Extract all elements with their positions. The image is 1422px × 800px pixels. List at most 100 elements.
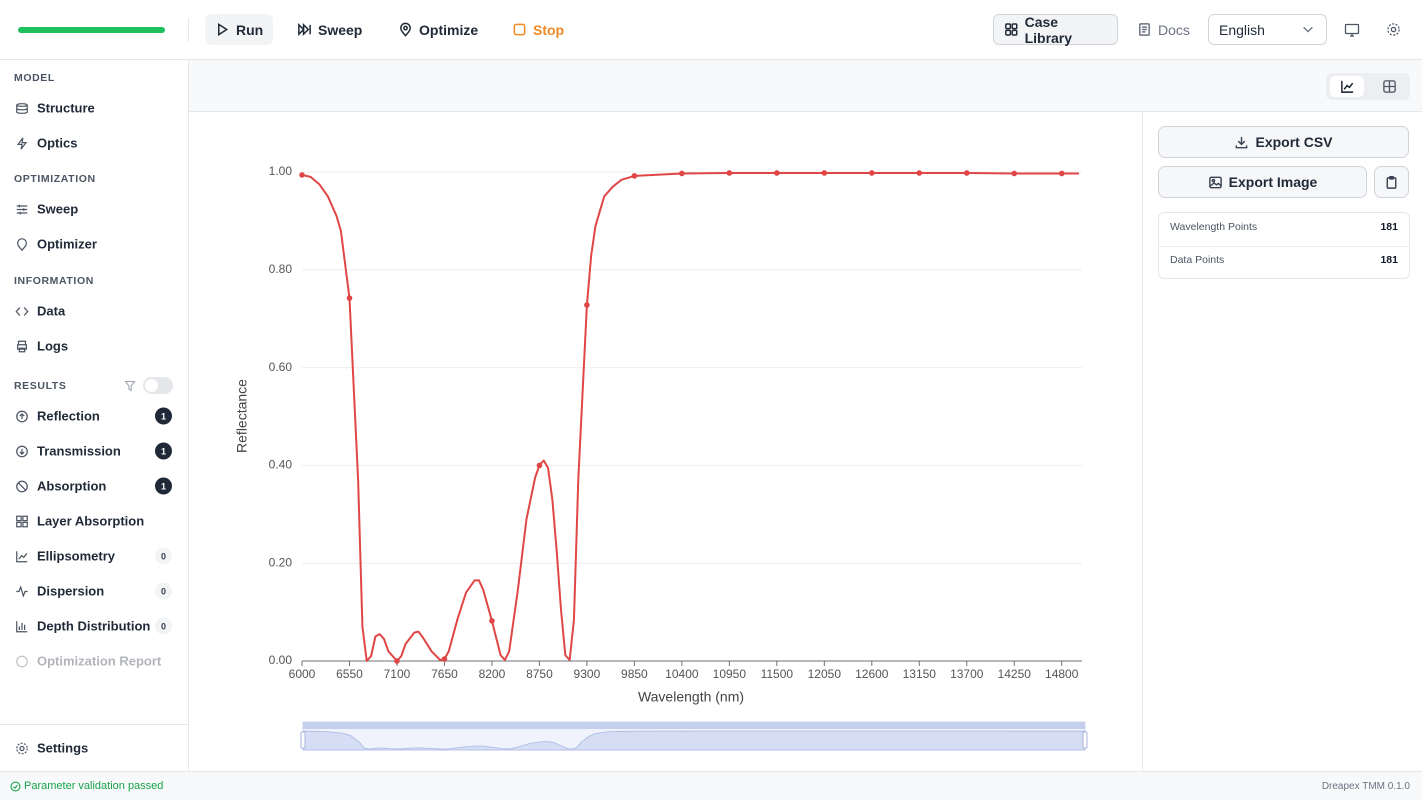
icon-path xyxy=(16,655,28,667)
view-toggle xyxy=(1326,73,1410,100)
icon-path xyxy=(16,410,28,422)
sidebar: MODEL Structure Optics OPTIMIZATION Sweep Opt… xyxy=(0,60,189,771)
separator xyxy=(188,18,189,42)
nav-icon xyxy=(16,584,28,598)
nav-item[interactable]: Data xyxy=(15,304,65,319)
nav-item[interactable]: Optics xyxy=(15,136,77,151)
count-badge: 1 xyxy=(155,442,172,460)
stat-value: 181 xyxy=(1380,221,1398,233)
icon-path xyxy=(16,584,28,598)
x-tick-label: 10950 xyxy=(713,667,747,681)
language-select[interactable]: English xyxy=(1208,14,1327,45)
icon-path xyxy=(16,550,28,562)
x-tick-label: 10400 xyxy=(665,667,699,681)
icon-path xyxy=(16,136,28,150)
case-library-button[interactable]: Case Library xyxy=(993,13,1118,46)
nav-item[interactable]: Layer Absorption xyxy=(15,514,144,529)
nav-item[interactable]: Transmission xyxy=(15,444,121,459)
toggle-switch[interactable] xyxy=(143,377,173,394)
nav-label: Optics xyxy=(37,135,78,151)
funnel xyxy=(124,380,136,392)
nav-item[interactable]: Ellipsometry xyxy=(15,549,115,564)
stat-label: Data Points xyxy=(1170,254,1225,266)
nav-item[interactable]: Dispersion xyxy=(15,584,104,599)
filter-icon[interactable] xyxy=(124,379,136,392)
x-tick-label: 14250 xyxy=(998,667,1032,681)
nav-label: Sweep xyxy=(37,201,79,217)
data-point xyxy=(774,170,780,176)
x-tick-label: 12600 xyxy=(855,667,889,681)
monitor-icon[interactable] xyxy=(1344,22,1360,38)
label: English xyxy=(1219,22,1265,38)
nav-item[interactable]: Logs xyxy=(15,339,68,354)
icon-path xyxy=(15,306,29,316)
nav-item[interactable]: Sweep xyxy=(15,202,78,217)
label: Sweep xyxy=(318,21,363,38)
x-tick-label: 8200 xyxy=(479,667,506,681)
nav-label: Ellipsometry xyxy=(37,548,116,564)
nav-item[interactable]: Optimizer xyxy=(15,237,97,252)
data-point xyxy=(631,173,638,179)
data-point xyxy=(679,170,685,177)
row-divider xyxy=(1159,246,1409,247)
section-title: INFORMATION xyxy=(14,275,94,287)
image-icon xyxy=(1208,176,1222,188)
chart-view-button[interactable] xyxy=(1330,76,1364,97)
optimize-button[interactable]: Optimize xyxy=(388,14,488,45)
nav-icon xyxy=(16,102,28,114)
y-tick-label: 0.20 xyxy=(269,555,293,569)
settings-icon[interactable] xyxy=(1386,22,1401,37)
x-axis-title: Wavelength (nm) xyxy=(638,689,744,705)
nav-label: Optimization Report xyxy=(37,653,162,669)
x-tick-label: 14800 xyxy=(1045,667,1079,681)
icon-path xyxy=(16,480,28,492)
label: Case Library xyxy=(1024,13,1073,46)
count-badge: 0 xyxy=(155,582,172,600)
x-tick-label: 6000 xyxy=(289,667,316,681)
data-point xyxy=(869,170,875,176)
nav-label: Dispersion xyxy=(37,583,105,599)
data-point xyxy=(963,170,970,176)
stop-button[interactable]: Stop xyxy=(502,14,574,45)
nav-item[interactable]: Reflection xyxy=(15,409,100,424)
icon-path xyxy=(16,102,28,114)
data-point xyxy=(1011,170,1018,177)
nav-label: Absorption xyxy=(37,478,107,494)
download-icon xyxy=(1236,136,1248,148)
run-button[interactable]: Run xyxy=(205,14,274,45)
docs-button[interactable]: Docs xyxy=(1127,14,1200,45)
zoom-handle xyxy=(300,731,306,749)
label: Optimize xyxy=(419,21,479,38)
export-csv-button[interactable]: Export CSV xyxy=(1158,126,1409,158)
sweep-button[interactable]: Sweep xyxy=(287,14,372,45)
table-view-button[interactable] xyxy=(1372,76,1406,97)
nav-icon xyxy=(16,515,28,527)
x-tick-label: 6550 xyxy=(336,667,363,681)
nav-item[interactable]: Depth Distribution xyxy=(15,619,150,634)
nav-icon xyxy=(16,550,28,562)
table-icon xyxy=(1383,80,1396,93)
nav-icon xyxy=(16,480,28,492)
export-image-button[interactable]: Export Image xyxy=(1158,166,1367,198)
settings-item[interactable]: Settings xyxy=(15,741,88,756)
nav-label: Layer Absorption xyxy=(37,513,145,529)
nav-label: Reflection xyxy=(37,408,100,424)
right-panel: Export CSV Export Image Wavelength Point… xyxy=(1142,111,1422,771)
x-tick-label: 12050 xyxy=(808,667,842,681)
grid-icon xyxy=(1005,23,1018,36)
copy-button[interactable] xyxy=(1374,166,1409,198)
data-point xyxy=(489,618,495,624)
play-icon xyxy=(218,22,229,37)
x-tick-label: 13700 xyxy=(950,667,984,681)
nav-item[interactable]: Absorption xyxy=(15,479,106,494)
count-badge: 1 xyxy=(155,407,172,425)
nav-icon xyxy=(16,136,28,150)
status-message: Parameter validation passed xyxy=(24,780,164,792)
gear-icon xyxy=(16,742,28,754)
data-point xyxy=(536,462,543,469)
nav-item[interactable]: Structure xyxy=(15,101,95,116)
zoom-preview xyxy=(302,730,1086,751)
status-bar: Parameter validation passed Dreapex TMM … xyxy=(0,771,1422,800)
zoom-handle xyxy=(1082,731,1088,749)
data-point xyxy=(299,172,305,178)
